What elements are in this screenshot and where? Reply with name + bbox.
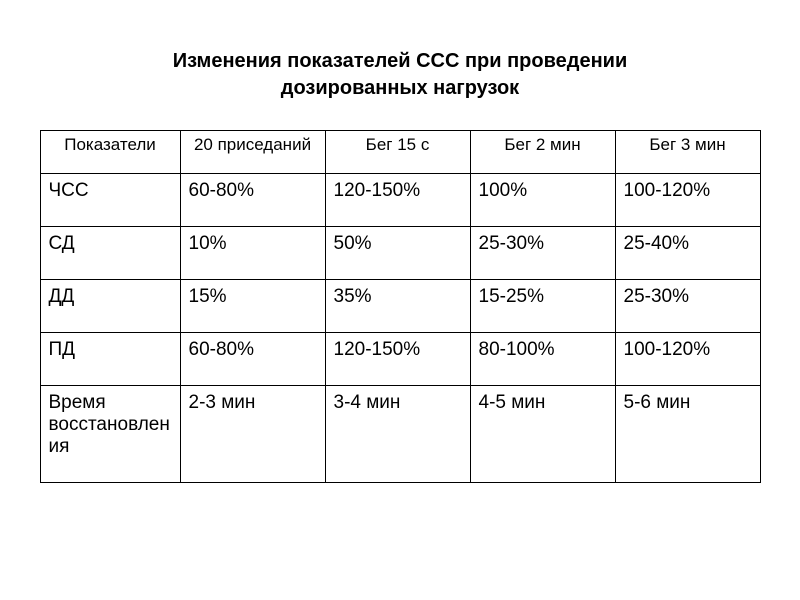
cell: 2-3 мин — [180, 386, 325, 483]
table-row: Время восстановления 2-3 мин 3-4 мин 4-5… — [40, 386, 760, 483]
cell: 50% — [325, 227, 470, 280]
col-header: Бег 3 мин — [615, 131, 760, 174]
col-header: 20 приседаний — [180, 131, 325, 174]
cell: 25-30% — [615, 280, 760, 333]
row-label: Время восстановления — [40, 386, 180, 483]
row-label: ДД — [40, 280, 180, 333]
title-line-2: дозированных нагрузок — [281, 77, 519, 99]
cell: 80-100% — [470, 333, 615, 386]
table-row: ДД 15% 35% 15-25% 25-30% — [40, 280, 760, 333]
table-row: СД 10% 50% 25-30% 25-40% — [40, 227, 760, 280]
cell: 120-150% — [325, 174, 470, 227]
cell: 15% — [180, 280, 325, 333]
table-header-row: Показатели 20 приседаний Бег 15 с Бег 2 … — [40, 131, 760, 174]
cell: 120-150% — [325, 333, 470, 386]
cell: 3-4 мин — [325, 386, 470, 483]
cell: 10% — [180, 227, 325, 280]
cell: 5-6 мин — [615, 386, 760, 483]
row-label: ПД — [40, 333, 180, 386]
cell: 15-25% — [470, 280, 615, 333]
cell: 60-80% — [180, 174, 325, 227]
col-header: Показатели — [40, 131, 180, 174]
row-label: ЧСС — [40, 174, 180, 227]
cell: 100% — [470, 174, 615, 227]
data-table: Показатели 20 приседаний Бег 15 с Бег 2 … — [40, 130, 761, 483]
cell: 100-120% — [615, 174, 760, 227]
cell: 100-120% — [615, 333, 760, 386]
cell: 35% — [325, 280, 470, 333]
cell: 25-40% — [615, 227, 760, 280]
cell: 4-5 мин — [470, 386, 615, 483]
col-header: Бег 15 с — [325, 131, 470, 174]
col-header: Бег 2 мин — [470, 131, 615, 174]
table-row: ПД 60-80% 120-150% 80-100% 100-120% — [40, 333, 760, 386]
cell: 60-80% — [180, 333, 325, 386]
table-row: ЧСС 60-80% 120-150% 100% 100-120% — [40, 174, 760, 227]
cell: 25-30% — [470, 227, 615, 280]
page-title: Изменения показателей ССС при проведении… — [100, 48, 700, 102]
page: Изменения показателей ССС при проведении… — [0, 0, 800, 600]
title-line-1: Изменения показателей ССС при проведении — [173, 50, 628, 72]
row-label: СД — [40, 227, 180, 280]
